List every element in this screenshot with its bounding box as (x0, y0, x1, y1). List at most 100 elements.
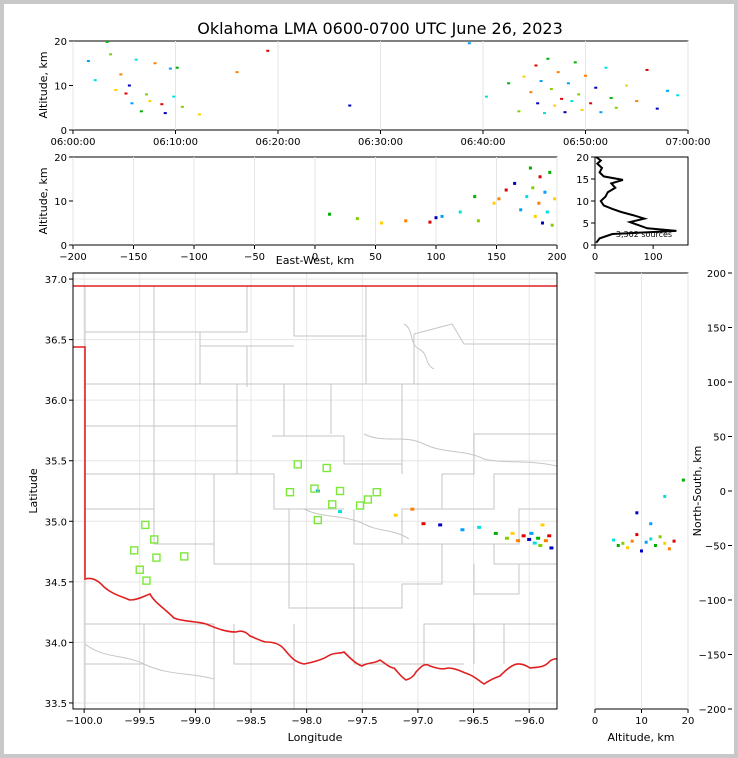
ew-altitude-xtick-label: −200 (59, 252, 86, 263)
time-altitude-point (556, 71, 560, 74)
time-altitude-point (539, 80, 543, 83)
altitude-ns-xtick-label: 0 (592, 716, 598, 727)
altitude-ns-ytick-label: −200 (699, 705, 726, 716)
time-altitude-point (484, 95, 488, 98)
plan-view-xtick-label: −96.0 (514, 716, 545, 727)
ew-altitude-point (434, 216, 438, 220)
ew-altitude-point (404, 219, 408, 223)
ew-altitude-point (538, 175, 542, 179)
lma-station-marker (322, 463, 331, 473)
altitude-ns-point (649, 537, 653, 541)
altitude-ns-point (672, 539, 676, 543)
lma-station-marker (328, 500, 337, 509)
ew-altitude-point (428, 220, 432, 224)
time-altitude-point (560, 97, 564, 100)
time-altitude-point (467, 42, 471, 45)
figure-title: Oklahoma LMA 0600-0700 UTC June 26, 2023 (197, 19, 563, 38)
ew-altitude-point (380, 221, 384, 225)
plan-view-ytick-label: 33.5 (45, 699, 67, 710)
altitude-ns-point (626, 546, 630, 550)
time-altitude-point (163, 112, 167, 115)
altitude-ns-ylabel: North-South, km (691, 446, 704, 537)
ew-altitude-point (355, 217, 359, 221)
histogram-ytick-label: 5 (583, 219, 589, 230)
time-altitude-point (614, 106, 618, 109)
altitude-ns-point (658, 535, 662, 539)
time-altitude-point (594, 86, 598, 89)
lma-figure: Oklahoma LMA 0600-0700 UTC June 26, 2023… (27, 19, 732, 744)
time-altitude-point (573, 61, 577, 64)
altitude-ns-point (653, 544, 657, 547)
plan-view-plot-area (73, 273, 557, 709)
time-altitude-point (599, 111, 603, 114)
time-altitude-xtick-label: 06:00:00 (51, 137, 96, 148)
lightning-source-point (549, 546, 554, 550)
time-altitude-point (197, 113, 201, 116)
plan-view-xtick-label: −97.0 (403, 716, 434, 727)
ew-altitude-xtick-label: 0 (312, 252, 318, 263)
time-altitude-point (635, 100, 639, 103)
time-altitude-point (529, 91, 533, 94)
ew-altitude-point (548, 170, 552, 174)
time-altitude-ytick-label: 10 (54, 82, 67, 93)
histogram-line (595, 156, 677, 244)
lightning-source-point (538, 544, 543, 547)
time-altitude-xtick-label: 06:50:00 (563, 137, 608, 148)
ew-altitude-point (543, 190, 547, 194)
time-altitude-point (127, 84, 131, 87)
altitude-ns-xlabel: Altitude, km (607, 731, 674, 744)
ew-altitude-point (531, 186, 535, 190)
time-altitude-point (109, 53, 113, 56)
ew-altitude-point (545, 210, 549, 214)
lightning-source-point (460, 528, 465, 532)
altitude-ns-point (649, 522, 653, 526)
time-altitude-point (266, 49, 270, 52)
ew-altitude-point (492, 201, 496, 205)
time-altitude-point (172, 95, 176, 98)
plan-view-ytick-label: 35.5 (45, 457, 67, 468)
altitude-histogram-panel: 0 100 0 5 10 15 20 3,302 sources (576, 153, 689, 263)
lma-station-marker (180, 552, 189, 561)
plan-view-ytick-label: 37.0 (45, 275, 67, 286)
plan-view-ytick-label: 34.0 (45, 638, 67, 649)
altitude-ns-xtick-label: 20 (682, 716, 695, 727)
lightning-source-point (532, 541, 537, 545)
plan-view-xlabel: Longitude (288, 731, 343, 744)
lma-station-marker (363, 495, 373, 504)
plan-view-border (72, 272, 558, 710)
ew-altitude-xtick-label: −100 (180, 252, 207, 263)
time-altitude-point (625, 84, 628, 87)
lightning-source-point (543, 539, 548, 543)
time-altitude-point (609, 96, 613, 99)
ew-altitude-point (497, 197, 501, 201)
ew-altitude-xtick-label: 50 (369, 252, 382, 263)
time-altitude-xtick-label: 06:30:00 (358, 137, 403, 148)
time-altitude-point (580, 108, 584, 111)
time-altitude-point (148, 100, 152, 103)
time-altitude-point (546, 57, 550, 60)
plan-view-xtick-label: −98.5 (236, 716, 267, 727)
ew-altitude-point (553, 197, 557, 201)
altitude-ns-ytick-label: 150 (707, 324, 726, 335)
time-altitude-point (180, 105, 184, 108)
figure-frame: Oklahoma LMA 0600-0700 UTC June 26, 2023… (4, 4, 734, 754)
lightning-source-point (493, 531, 498, 535)
histogram-ytick-label: 10 (576, 197, 589, 208)
ew-altitude-point (440, 214, 444, 218)
ew-altitude-xtick-label: 200 (547, 252, 566, 263)
altitude-ns-point (640, 549, 643, 553)
plan-view-ytick-label: 36.0 (45, 396, 67, 407)
time-altitude-point (175, 66, 179, 69)
altitude-ns-point (667, 547, 671, 551)
altitude-ns-ytick-label: 50 (713, 433, 726, 444)
time-altitude-point (570, 100, 574, 103)
time-altitude-point (114, 88, 118, 91)
lightning-source-point (393, 513, 398, 517)
altitude-ns-point (635, 511, 639, 515)
time-altitude-panel: 06:00:00 06:10:00 06:20:00 06:30:00 06:40:00… (37, 37, 710, 148)
plan-view-xtick-label: −100.0 (66, 716, 103, 727)
altitude-ns-point (663, 494, 667, 498)
time-altitude-point (144, 93, 148, 96)
oklahoma-texas-border (73, 346, 558, 685)
lma-station-marker (129, 546, 139, 555)
